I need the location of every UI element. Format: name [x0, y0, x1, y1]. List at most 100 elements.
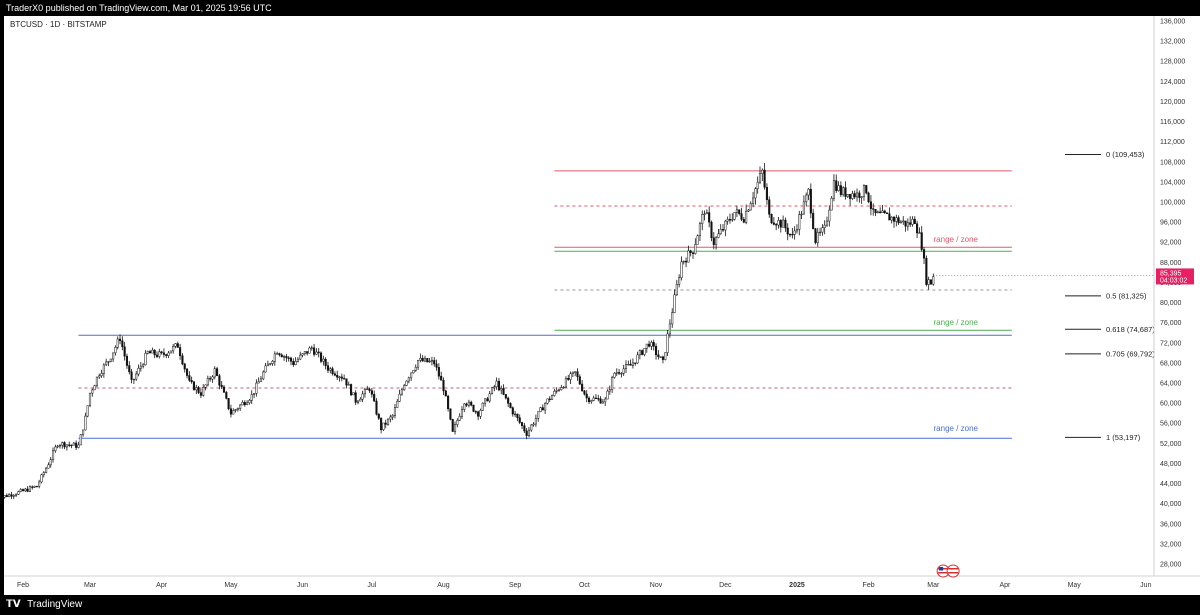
candle: [484, 398, 487, 407]
candle: [216, 366, 219, 377]
candle-body: [229, 408, 232, 415]
candle: [807, 187, 810, 201]
candle: [830, 196, 833, 211]
candle: [752, 191, 755, 208]
candle: [160, 350, 163, 355]
price-chart[interactable]: range / zone range / zone range / zone 0 (1…: [4, 16, 1200, 595]
candle-body: [21, 489, 25, 492]
candle: [777, 216, 780, 229]
candle: [220, 381, 223, 389]
candle-body: [775, 224, 778, 226]
candle-body: [504, 394, 507, 399]
candle: [497, 377, 500, 392]
candle: [132, 378, 135, 384]
candle: [925, 255, 928, 287]
candle-body: [107, 361, 110, 363]
candle-body: [786, 227, 789, 235]
candle: [38, 479, 41, 489]
candle: [731, 213, 734, 222]
candle: [604, 396, 607, 406]
x-tick-label: Sep: [509, 582, 522, 589]
candle: [151, 347, 154, 354]
candle: [678, 274, 681, 288]
candle-body: [849, 194, 852, 199]
candle-body: [493, 386, 496, 388]
candle-body: [530, 424, 533, 431]
last-price-value: 85,395: [1160, 270, 1182, 277]
candle: [149, 349, 152, 354]
candle: [451, 418, 454, 432]
candle: [537, 411, 540, 422]
candle: [643, 348, 646, 357]
candle-body: [192, 381, 196, 391]
candle-body: [234, 409, 237, 411]
y-tick-label: 52,000: [1160, 441, 1182, 448]
candle: [158, 348, 161, 359]
candle: [218, 373, 221, 390]
candle-body: [400, 389, 403, 395]
candle-body: [541, 407, 544, 411]
candle-body: [248, 400, 251, 404]
candle: [412, 369, 415, 374]
candle: [84, 412, 87, 431]
candle: [648, 340, 651, 348]
candle: [287, 356, 290, 362]
candle-body: [883, 210, 886, 214]
candle-body: [82, 429, 85, 435]
candle: [167, 350, 170, 359]
candle: [793, 226, 796, 240]
candle-body: [132, 378, 135, 381]
candle: [58, 443, 62, 449]
candle: [551, 394, 554, 400]
candle-body: [906, 222, 909, 227]
candle: [317, 348, 320, 358]
candle-body: [913, 218, 916, 224]
candle-body: [142, 364, 145, 367]
candle-body: [285, 356, 288, 359]
candle: [63, 441, 66, 450]
candle: [352, 392, 355, 396]
candle-body: [202, 387, 205, 396]
candle-body: [350, 384, 353, 396]
candle: [195, 384, 198, 395]
candle-body: [153, 349, 156, 356]
candle: [631, 358, 634, 369]
candle-body: [525, 430, 528, 436]
candle: [456, 418, 459, 428]
candle-body: [465, 403, 468, 406]
candle-body: [33, 485, 36, 488]
candle: [308, 346, 311, 354]
candle: [599, 396, 602, 404]
candle-body: [389, 416, 392, 420]
candle: [795, 224, 799, 234]
candle-body: [645, 343, 648, 349]
candle: [913, 216, 916, 224]
candle: [532, 422, 535, 427]
candle: [874, 209, 877, 217]
candle-body: [860, 196, 863, 198]
candle-body: [185, 368, 189, 376]
candle: [197, 385, 200, 394]
candle-body: [42, 472, 45, 475]
candle-body: [756, 181, 759, 189]
candle-body: [326, 365, 330, 371]
candle: [202, 384, 205, 397]
candle-body: [35, 485, 38, 488]
candle-body: [763, 169, 766, 188]
candle: [227, 398, 230, 411]
candle: [40, 473, 43, 484]
y-tick-label: 56,000: [1160, 421, 1182, 428]
candle-body: [396, 401, 399, 408]
candle-body: [627, 363, 630, 366]
candle-body: [777, 220, 780, 226]
us-flag-calendar-icon[interactable]: [936, 564, 960, 578]
candle: [112, 352, 115, 362]
candle: [627, 360, 630, 366]
candle-body: [546, 398, 549, 404]
candle-body: [403, 385, 406, 390]
candle-body: [855, 192, 859, 198]
candle: [28, 485, 31, 493]
y-tick-label: 36,000: [1160, 521, 1182, 528]
candle: [929, 279, 933, 285]
candle: [615, 368, 618, 377]
